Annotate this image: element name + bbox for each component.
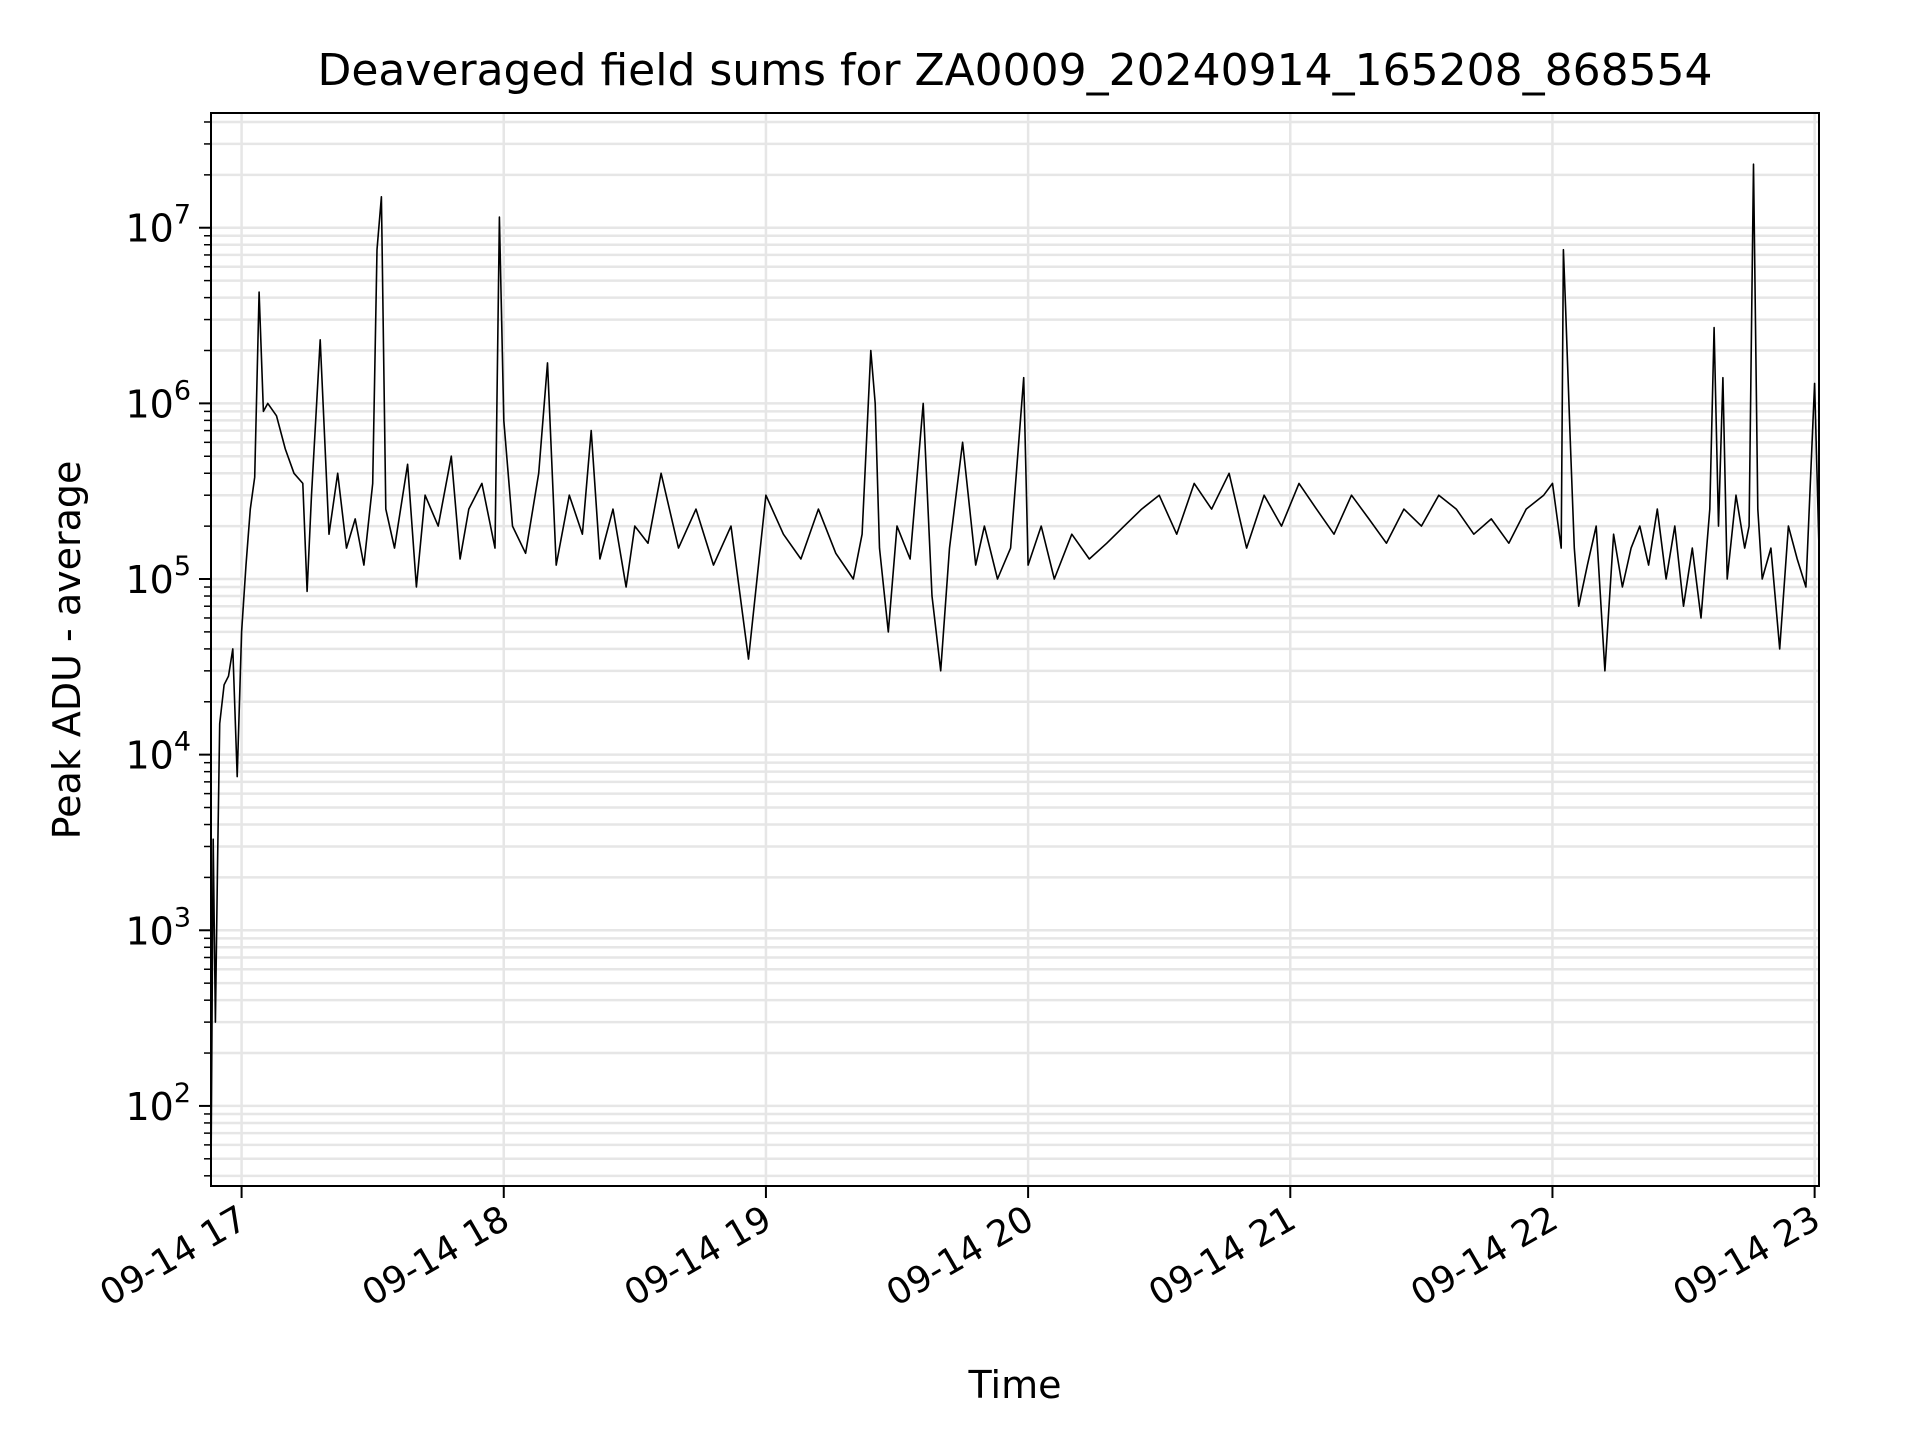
x-axis-label: Time [968,1363,1062,1407]
y-axis-label: Peak ADU - average [45,461,89,840]
y-tick-label: 105 [125,551,191,602]
series-line [210,163,1820,1176]
y-tick-label: 107 [125,200,191,251]
chart-title: Deaveraged field sums for ZA0009_2024091… [317,45,1712,96]
series-layer [210,163,1820,1176]
y-tick-label: 106 [125,375,191,426]
grid-layer [211,113,1819,1186]
